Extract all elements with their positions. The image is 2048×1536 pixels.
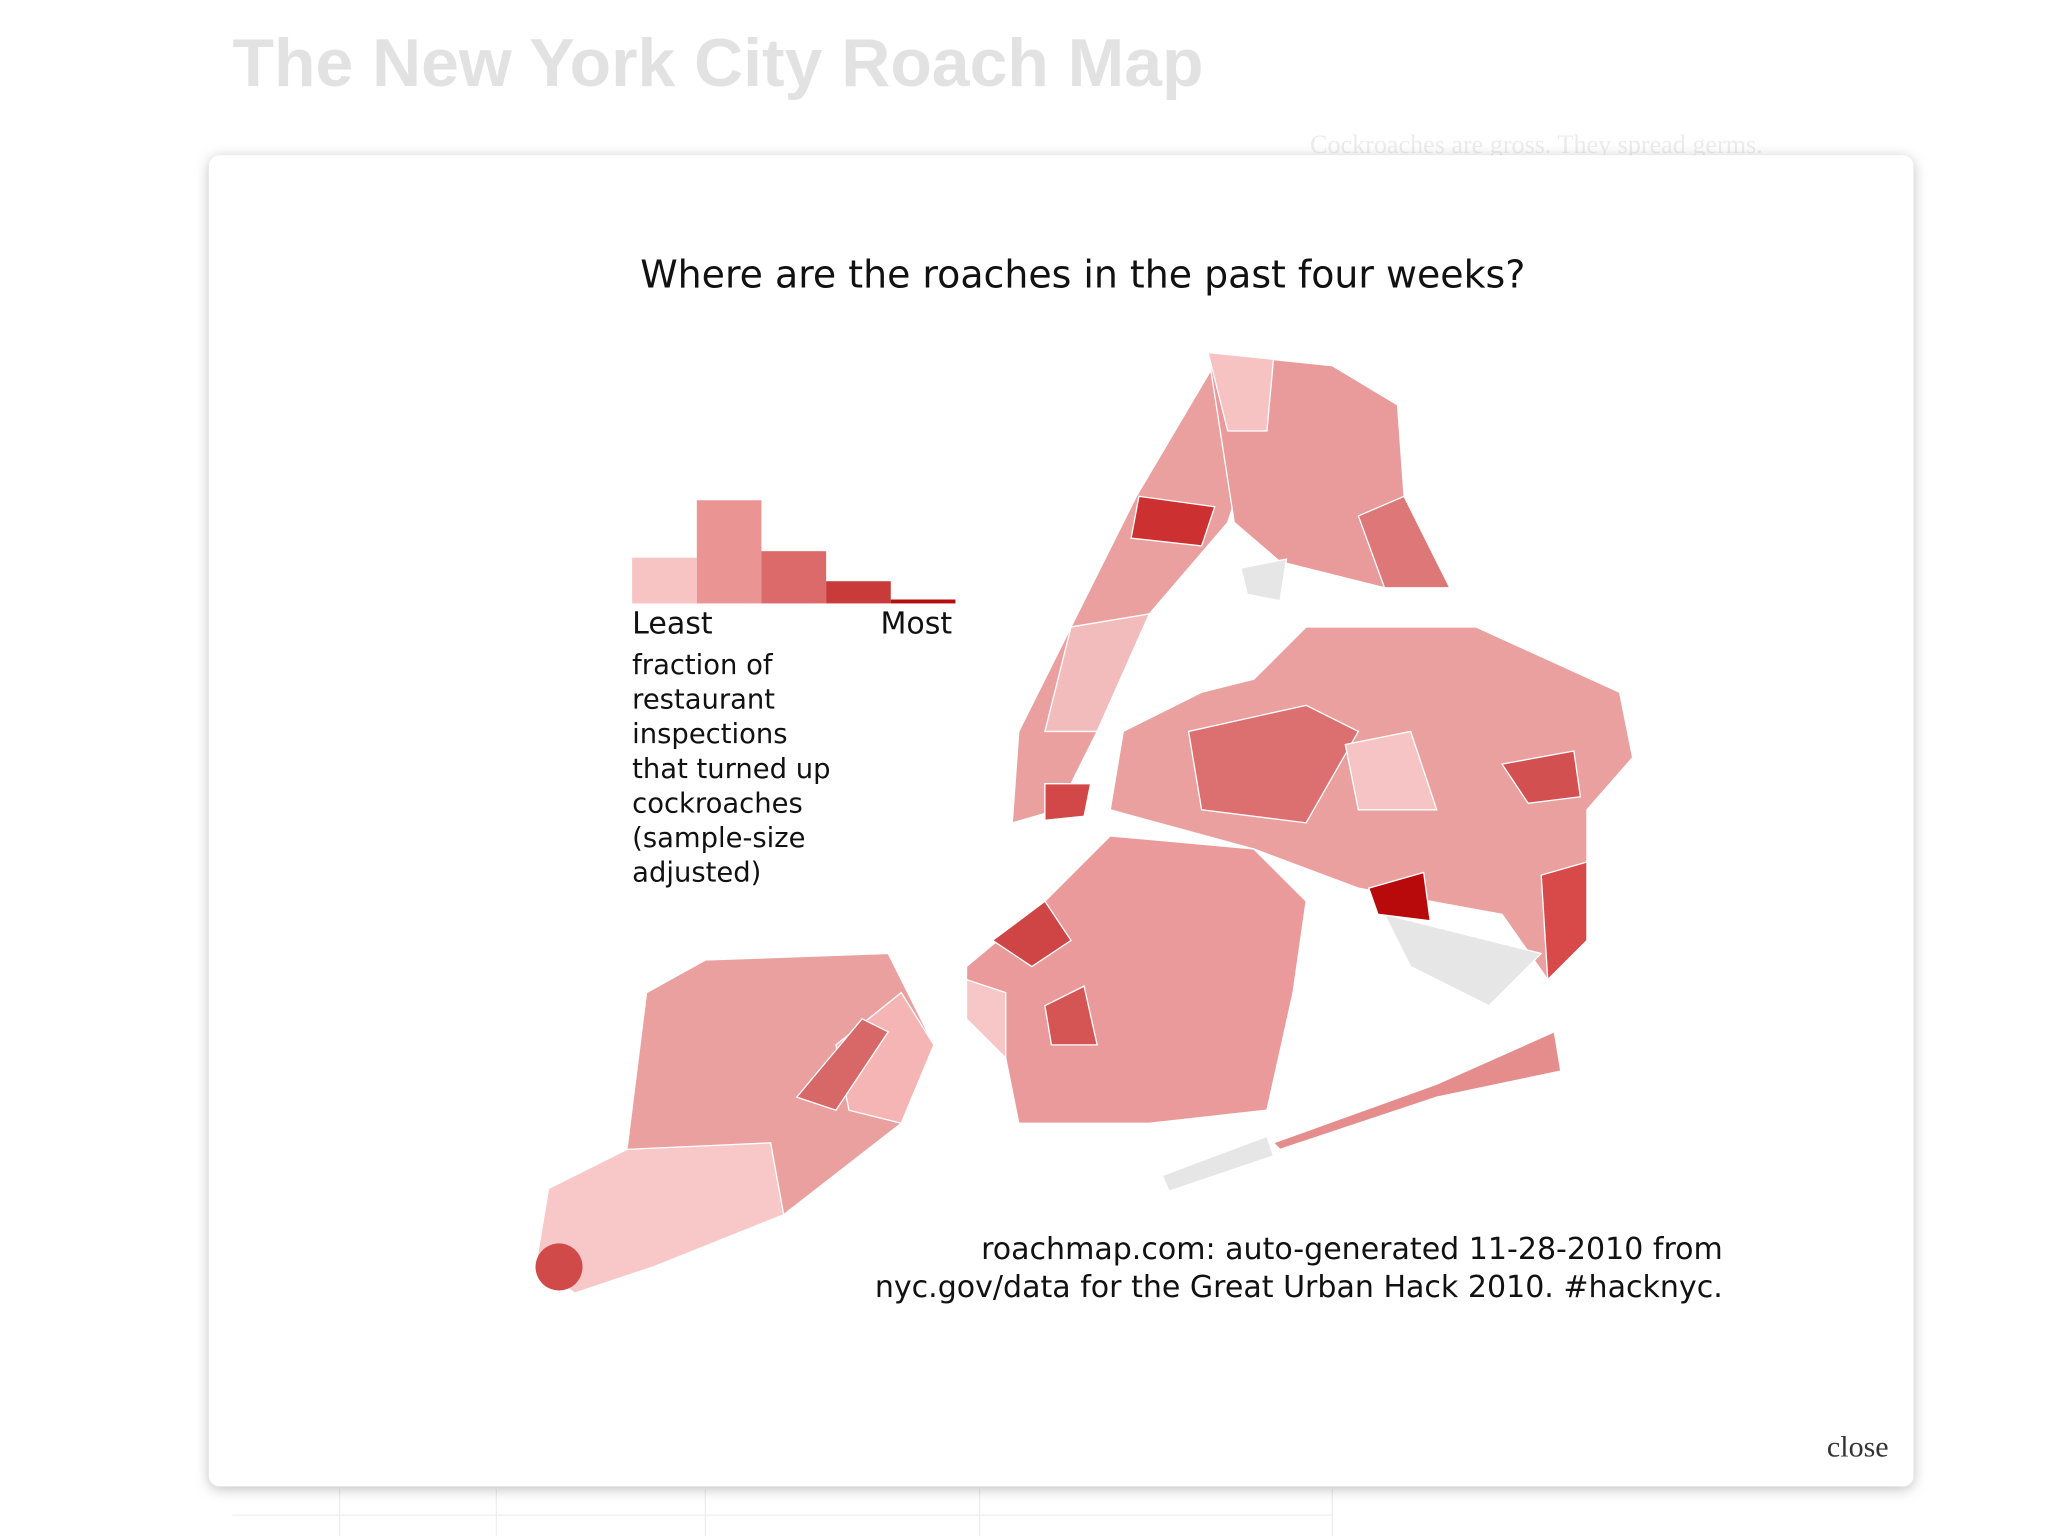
description-line: inspections — [632, 719, 787, 750]
description-line: restaurant — [632, 685, 775, 716]
description-line: adjusted) — [632, 858, 761, 889]
legend-bar — [826, 581, 891, 604]
legend-histogram — [632, 500, 956, 604]
credit: roachmap.com: auto-generated 11-28-2010 … — [875, 1232, 1723, 1305]
credit-line: roachmap.com: auto-generated 11-28-2010 … — [981, 1232, 1723, 1267]
modal-title: Where are the roaches in the past four w… — [640, 252, 1525, 296]
legend-bar — [696, 500, 762, 604]
description-line: (sample-size — [632, 823, 805, 854]
page-intro: Cockroaches are gross. They spread germs… — [1310, 130, 1763, 159]
legend-low-label: Least — [632, 606, 713, 641]
legend-high-label: Most — [880, 606, 952, 641]
legend-bar — [632, 557, 697, 604]
description-line: that turned up — [632, 754, 830, 785]
credit-line: nyc.gov/data for the Great Urban Hack 20… — [875, 1270, 1723, 1305]
close-button[interactable]: close — [1827, 1430, 1889, 1463]
page-title: The New York City Roach Map — [232, 26, 1203, 101]
legend-bar — [761, 551, 827, 604]
background-table — [232, 1488, 1333, 1536]
map — [534, 351, 1634, 1294]
description-line: cockroaches — [632, 788, 803, 819]
description-line: fraction of — [632, 650, 774, 681]
legend-bar — [890, 599, 956, 604]
